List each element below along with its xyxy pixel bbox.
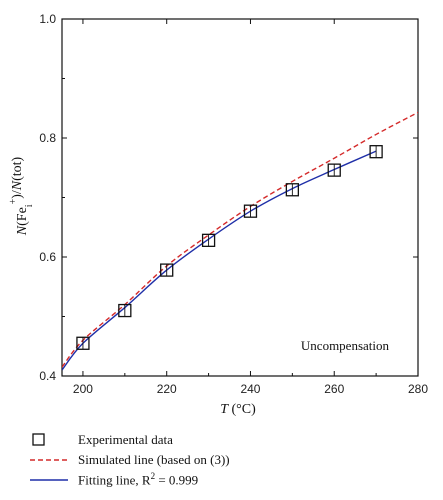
y-label-tail: (tot) (10, 156, 25, 180)
y-label-sup: + (8, 198, 19, 204)
legend-label-experimental: Experimental data (78, 432, 173, 447)
x-label-unit: (°C) (228, 402, 256, 417)
legend-item-simulated: Simulated line (based on (3)) (28, 450, 428, 470)
legend-label-fitting: Fitting line, R2 = 0.999 (78, 471, 198, 488)
y-label-n2: N (10, 180, 25, 191)
x-tick-label: 220 (157, 382, 177, 396)
y-label-n1: N (15, 225, 30, 236)
x-tick-label: 280 (408, 382, 428, 396)
legend-item-experimental: Experimental data (28, 430, 428, 450)
x-axis-label: T (°C) (220, 402, 256, 417)
legend-solid-line (30, 479, 68, 481)
y-label-sub: i (24, 204, 35, 207)
y-tick-label: 0.6 (39, 250, 56, 264)
simulated-line (62, 111, 418, 368)
y-tick-label: 1.0 (39, 12, 56, 26)
y-label-close: )/ (10, 190, 25, 199)
y-tick-label: 0.4 (39, 369, 56, 383)
x-tick-label: 200 (73, 382, 93, 396)
x-tick-label: 240 (240, 382, 260, 396)
legend: Experimental data Simulated line (based … (28, 430, 428, 490)
legend-label-fitting-tail: = 0.999 (155, 472, 199, 488)
annotation-uncompensation: Uncompensation (301, 338, 390, 353)
legend-dashed-line (30, 459, 68, 461)
y-label-open: (Fe (15, 207, 30, 226)
legend-label-fitting-main: Fitting line, R (78, 472, 151, 488)
legend-label-simulated: Simulated line (based on (3)) (78, 452, 230, 467)
plot-area: 200 220 240 260 280 0.4 0.6 0.8 1.0 (39, 12, 428, 396)
y-axis-label: N(Fei+)/N(tot) (8, 156, 35, 236)
legend-item-fitting: Fitting line, R2 = 0.999 (28, 470, 428, 490)
x-label-main: T (220, 402, 229, 417)
legend-label-fitting-sup: 2 (150, 471, 156, 482)
legend-square-marker (32, 433, 45, 446)
plot-frame (61, 18, 419, 377)
x-tick-label: 260 (324, 382, 344, 396)
y-tick-label: 0.8 (39, 131, 56, 145)
